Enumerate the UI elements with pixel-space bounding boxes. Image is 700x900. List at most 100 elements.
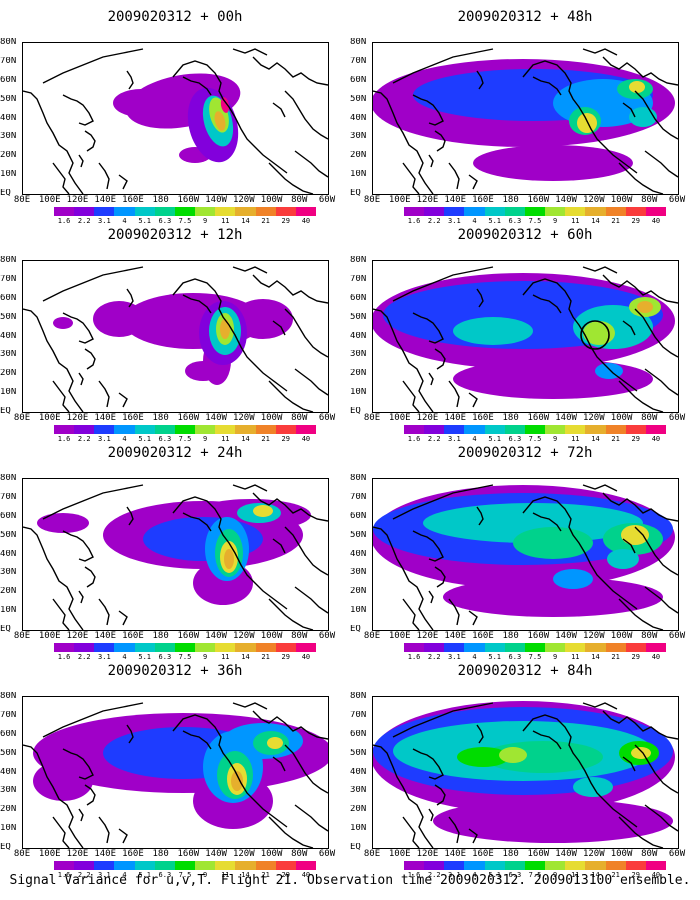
coastline [476, 506, 484, 526]
variance-contour [433, 799, 673, 843]
colorbar [54, 425, 317, 434]
colorbar-label: 4 [472, 217, 477, 225]
colorbar-swatch [524, 643, 546, 652]
longitude-label: 140E [444, 849, 467, 859]
colorbar-label: 3.1 [98, 435, 111, 443]
map-frame [22, 478, 329, 631]
longitude-label: 60W [668, 631, 686, 641]
variance-contour [499, 747, 527, 763]
variance-contour [629, 81, 645, 93]
latitude-label: 40N [0, 767, 17, 777]
longitude-label: 120E [66, 631, 89, 641]
variance-contour [457, 747, 509, 767]
panel-title: 2009020312 + 60h [457, 227, 593, 243]
coastlines [23, 266, 328, 412]
coastline [412, 94, 444, 126]
coastline [618, 598, 664, 630]
colorbar-label: 5.1 [488, 871, 502, 879]
coastline [412, 530, 444, 562]
coastline [126, 70, 134, 90]
coastline [468, 610, 478, 626]
colorbar-swatch [255, 425, 276, 434]
colorbar-swatch [154, 207, 175, 216]
colorbar-swatch [645, 207, 667, 216]
latitude-label: 20N [0, 369, 17, 379]
variance-contour [607, 549, 639, 569]
colorbar-swatch [114, 643, 135, 652]
colorbar-swatch [625, 861, 646, 870]
colorbar-label: 11 [221, 653, 230, 661]
colorbar-label: 29 [631, 653, 640, 661]
colorbar-swatch [524, 207, 546, 216]
colorbar-swatch [645, 861, 667, 870]
longitude-label: 80W [641, 631, 658, 641]
longitude-label: 100E [388, 195, 411, 205]
latitude-label: EQ [350, 407, 361, 416]
variance-contour [629, 107, 657, 127]
colorbar-label: 29 [281, 217, 290, 225]
map-panel: 2009020312 + 48h 80N 70N 60N 50N 40N 30N 20N 10N… [350, 10, 700, 232]
coastline [62, 312, 94, 344]
colorbar-label: 11 [571, 435, 580, 443]
colorbar-swatch [255, 861, 276, 870]
colorbar-label: 21 [261, 435, 270, 443]
colorbar-label: 40 [301, 435, 311, 443]
longitude-label: 120W [582, 413, 605, 423]
latitude-label: 80N [0, 474, 17, 483]
colorbar-label: 21 [611, 653, 620, 661]
longitude-label: 180 [502, 631, 519, 641]
longitude-label: 140W [205, 631, 227, 641]
coastlines [373, 266, 678, 412]
variance-field [53, 293, 293, 385]
variance-contour [621, 525, 649, 545]
observation-circle [580, 320, 610, 350]
coastline [622, 538, 636, 554]
colorbar-label: 40 [301, 871, 311, 879]
variance-contour [631, 747, 651, 759]
colorbar-label: 21 [611, 435, 620, 443]
longitude-label: 80E [13, 413, 31, 423]
longitude-label: 160E [472, 631, 494, 641]
colorbar-swatch [114, 425, 135, 434]
coastline [522, 714, 638, 828]
longitude-label: 60W [668, 413, 686, 423]
colorbar-label: 3.1 [448, 871, 461, 879]
colorbar-swatch [275, 643, 296, 652]
colorbar-swatch [74, 643, 95, 652]
longitude-label: 60W [318, 195, 336, 205]
coastline [98, 816, 110, 844]
colorbar-swatch [215, 861, 236, 870]
longitude-label: 100E [38, 195, 61, 205]
longitude-label: 140W [205, 849, 227, 859]
variance-contour [33, 761, 93, 801]
colorbar-swatch [565, 425, 586, 434]
colorbar-label: 6.3 [508, 435, 522, 443]
colorbar-label: 3.1 [448, 653, 461, 661]
latitude-label: 50N [350, 94, 367, 104]
longitude-label: 100E [388, 849, 411, 859]
colorbar-label: 29 [631, 217, 640, 225]
panel-title: 2009020312 + 72h [457, 445, 593, 461]
variance-field [373, 485, 675, 617]
coastline [582, 266, 618, 274]
variance-contour [37, 513, 89, 533]
coastline [428, 808, 434, 822]
longitude-label: 160E [122, 413, 144, 423]
colorbar-swatch [464, 861, 485, 870]
coastlines [373, 48, 678, 194]
coastline [52, 380, 70, 412]
colorbar-label: 11 [571, 871, 580, 879]
colorbar-swatch [424, 643, 445, 652]
map-panel: 2009020312 + 12h 80N 70N 60N 50N 40N 30N 20N 10N… [0, 228, 350, 450]
latitude-label: EQ [0, 843, 11, 852]
latitude-label: 70N [350, 274, 367, 284]
longitude-label: 80W [291, 413, 308, 423]
coastline [618, 816, 664, 848]
colorbar-label: 2.2 [427, 217, 441, 225]
longitude-label: 100E [388, 631, 411, 641]
coastline [284, 308, 328, 358]
colorbar-swatch [645, 425, 667, 434]
colorbar-label: 6.3 [158, 217, 172, 225]
colorbar [404, 425, 667, 434]
colorbar-swatch [275, 207, 296, 216]
